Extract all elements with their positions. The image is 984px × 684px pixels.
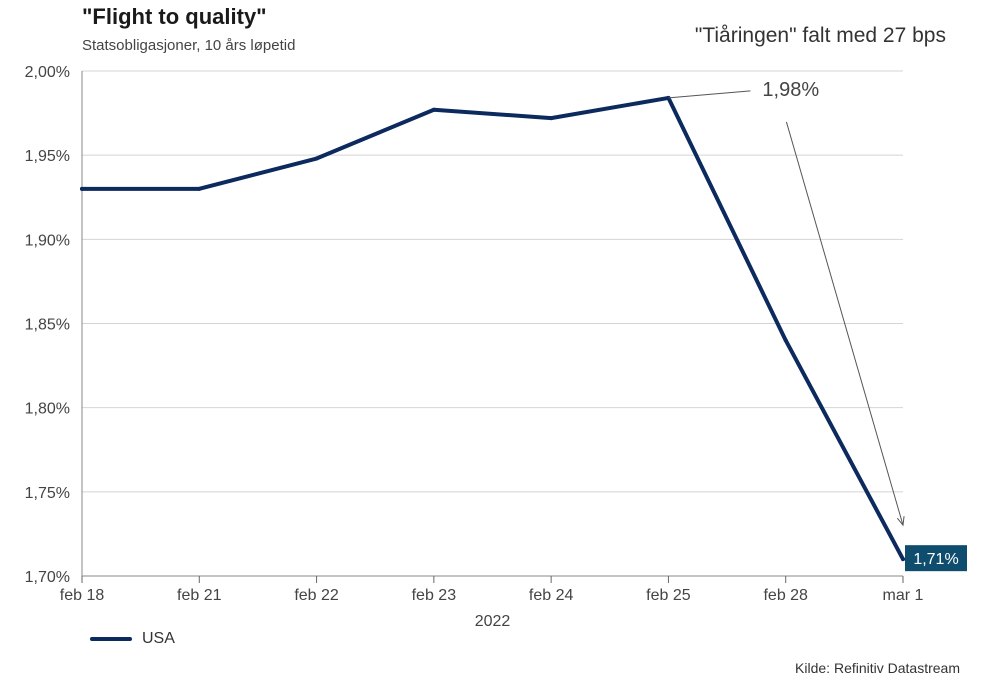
end-value-label: 1,71% — [913, 551, 958, 568]
legend-label-usa: USA — [142, 630, 175, 647]
data-point — [431, 107, 436, 112]
x-tick-label: feb 18 — [60, 587, 105, 604]
chart-title: "Flight to quality" — [82, 4, 267, 29]
y-tick-label: 1,90% — [25, 232, 70, 249]
end-value-box — [905, 545, 967, 572]
x-tick-label: feb 23 — [412, 587, 457, 604]
data-point — [80, 186, 84, 191]
x-tick-label: feb 21 — [177, 587, 222, 604]
headline-annotation: "Tiåringen" falt med 27 bps — [694, 24, 946, 47]
x-tick-label: feb 25 — [646, 587, 691, 604]
y-tick-label: 1,70% — [25, 569, 70, 586]
y-tick-label: 2,00% — [25, 64, 70, 81]
data-point — [549, 116, 554, 121]
decline-arrow-head — [896, 516, 905, 527]
chart-subtitle: Statsobligasjoner, 10 års løpetid — [82, 37, 296, 54]
x-tick-label: feb 28 — [763, 587, 808, 604]
y-tick-label: 1,80% — [25, 401, 70, 418]
series-line-usa — [80, 95, 905, 562]
y-tick-label: 1,75% — [25, 485, 70, 502]
data-point — [314, 156, 319, 161]
legend-swatch-usa — [90, 637, 132, 641]
y-tick-label: 1,95% — [25, 148, 70, 165]
y-tick-label: 1,85% — [25, 317, 70, 334]
x-tick-label: feb 22 — [294, 587, 339, 604]
x-tick-label: mar 1 — [883, 587, 924, 604]
data-point — [197, 186, 202, 191]
data-point — [783, 338, 788, 343]
legend: USA — [90, 630, 175, 648]
x-tick-label: feb 24 — [529, 587, 574, 604]
source-note: Kilde: Refinitiv Datastream — [795, 660, 960, 676]
annotation-label-peak: 1,98% — [762, 79, 819, 101]
data-point — [901, 557, 905, 562]
x-axis-title: 2022 — [475, 613, 511, 630]
annotation-leader-line — [668, 90, 751, 99]
decline-arrow-line — [785, 121, 904, 526]
